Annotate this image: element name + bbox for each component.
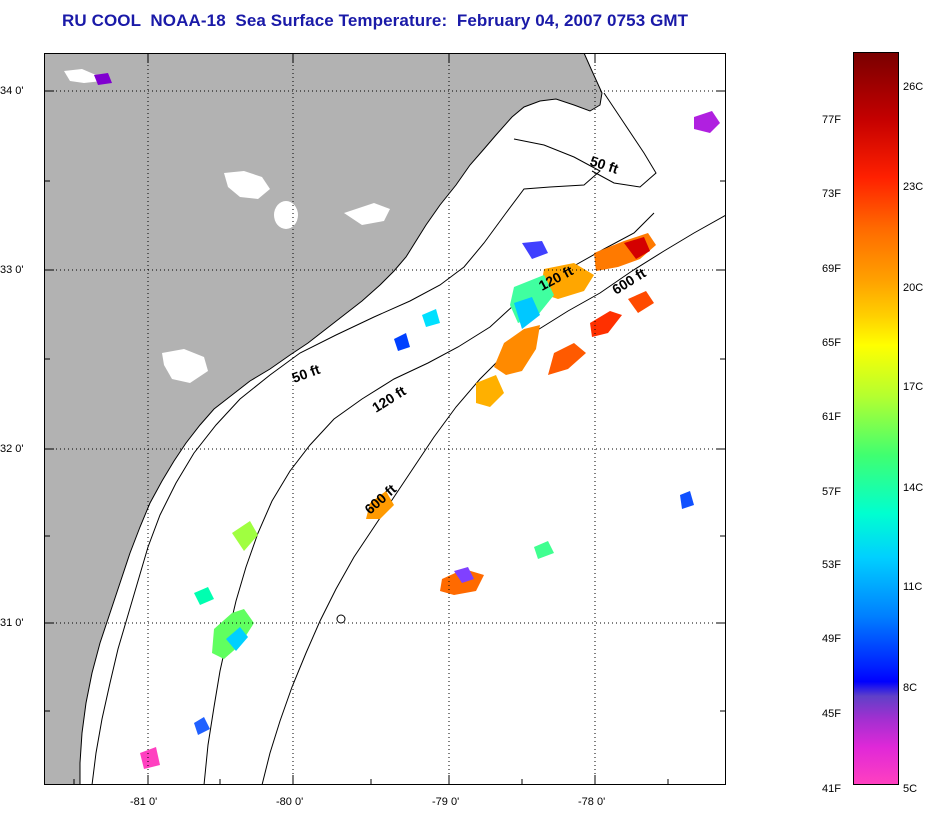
colorbar-f-label: 61F — [822, 411, 841, 423]
colorbar-c-label: 20C — [903, 282, 924, 294]
colorbar-f-label: 77F — [822, 114, 841, 126]
shoreline — [591, 92, 657, 188]
colorbar-f-label: 65F — [822, 337, 841, 349]
land-area — [44, 53, 603, 785]
colorbar-f-label: 57F — [822, 486, 841, 498]
depth-contour-600ft — [261, 214, 726, 785]
colorbar-f-label: 53F — [822, 559, 841, 571]
colorbar-f-label: 41F — [822, 783, 841, 795]
lat-label: 33 0' — [0, 264, 24, 276]
colorbar-f-label: 49F — [822, 633, 841, 645]
colorbar-c-label: 23C — [903, 181, 924, 193]
colorbar-c-label: 8C — [903, 682, 918, 694]
cloud-patch — [162, 349, 208, 383]
colorbar-c-label: 14C — [903, 482, 924, 494]
lon-label: -81 0' — [130, 796, 158, 808]
graticule — [44, 53, 726, 785]
lat-label: 34 0' — [0, 85, 24, 97]
lon-label: -78 0' — [578, 796, 606, 808]
colorbar-c-label: 17C — [903, 381, 924, 393]
colorbar-f-label: 73F — [822, 188, 841, 200]
cloud-patch — [64, 69, 102, 83]
page-title: RU COOL NOAA-18 Sea Surface Temperature:… — [62, 11, 689, 30]
lat-label: 31 0' — [0, 617, 24, 629]
colorbar-f-label: 69F — [822, 263, 841, 275]
colorbar-c-label: 5C — [903, 783, 918, 795]
lat-label: 32 0' — [0, 443, 24, 455]
colorbar-f-label: 45F — [822, 708, 841, 720]
sst-data-patches — [94, 73, 720, 769]
depth-contour-50ft — [91, 138, 601, 785]
cloud-patch — [274, 201, 298, 229]
sst-map[interactable]: 50 ft 50 ft 120 ft 120 ft 600 ft 600 ft — [44, 53, 726, 785]
frame-ticks — [44, 53, 726, 785]
lon-label: -80 0' — [276, 796, 304, 808]
color-scale-bar — [853, 52, 899, 785]
cloud-patch — [224, 171, 270, 199]
colorbar-c-label: 11C — [903, 581, 923, 593]
colorbar-c-label: 26C — [903, 81, 924, 93]
map-border — [44, 53, 726, 785]
lon-label: -79 0' — [432, 796, 460, 808]
cloud-patch — [344, 203, 390, 225]
